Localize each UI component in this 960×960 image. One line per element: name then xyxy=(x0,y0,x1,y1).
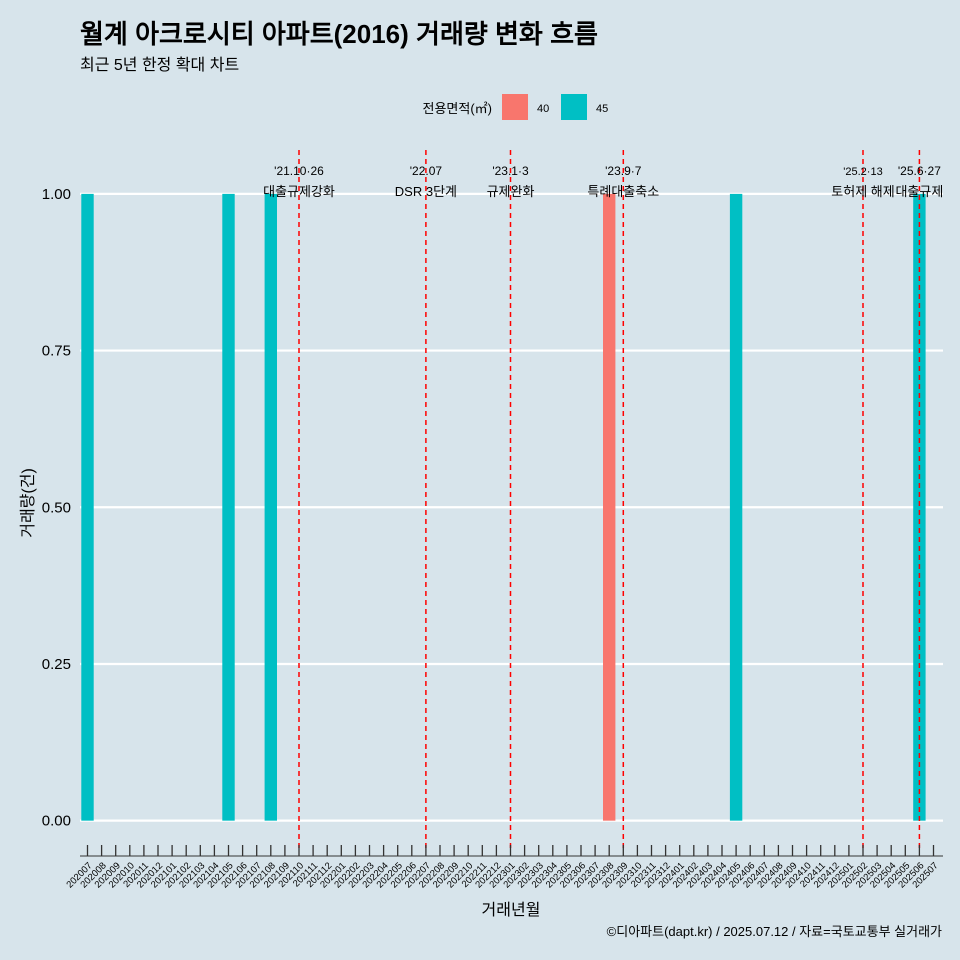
event-label: 토허제 해제 xyxy=(831,184,894,199)
y-tick-label: 1.00 xyxy=(42,186,71,203)
bar xyxy=(81,193,94,821)
chart-caption: ©디아파트(dapt.kr) / 2025.07.12 / 자료=국토교통부 실… xyxy=(607,924,942,939)
x-axis: 2020072020082020092020102020112020122021… xyxy=(64,845,943,891)
event-label: 특례대출축소 xyxy=(587,184,659,199)
bar xyxy=(264,193,277,821)
legend-swatch-45 xyxy=(561,94,587,120)
bars xyxy=(81,193,926,821)
legend-swatch-40 xyxy=(502,94,528,120)
event-date-label: '25.6·27 xyxy=(898,164,941,178)
legend-label-45: 45 xyxy=(596,103,608,115)
y-tick-label: 0.25 xyxy=(42,656,71,673)
event-date-label: '23.1·3 xyxy=(492,164,529,178)
bar xyxy=(222,193,235,821)
legend-title: 전용면적(㎡) xyxy=(423,101,493,116)
legend-label-40: 40 xyxy=(537,103,549,115)
event-label: 규제완화 xyxy=(487,184,535,199)
x-axis-label: 거래년월 xyxy=(482,901,541,919)
bar xyxy=(603,193,616,821)
event-date-label: '21.10·26 xyxy=(274,164,324,178)
chart-subtitle: 최근 5년 한정 확대 차트 xyxy=(80,56,239,74)
event-label: 대출규제 xyxy=(895,184,943,199)
bar xyxy=(913,193,926,821)
gridlines xyxy=(80,192,943,822)
y-tick-label: 0.00 xyxy=(42,813,71,830)
y-tick-label: 0.50 xyxy=(42,499,71,516)
event-lines: '21.10·26 대출규제강화 '22.07 DSR 3단계 '23.1·3 규제완화 '… xyxy=(263,150,943,852)
event-label: 대출규제강화 xyxy=(263,184,335,199)
y-tick-label: 0.75 xyxy=(42,343,71,360)
y-axis-label: 거래량(건) xyxy=(19,468,37,538)
event-date-label: '22.07 xyxy=(410,164,443,178)
y-axis: 0.00 0.25 0.50 0.75 1.00 xyxy=(42,186,71,830)
event-date-label: '25.2·13 xyxy=(843,166,882,178)
chart-title: 월계 아크로시티 아파트(2016) 거래량 변화 흐름 xyxy=(80,19,598,49)
legend: 전용면적(㎡) 40 45 xyxy=(423,94,608,120)
event-date-label: '23.9·7 xyxy=(605,164,642,178)
bar xyxy=(729,193,743,821)
event-label: DSR 3단계 xyxy=(395,184,457,199)
